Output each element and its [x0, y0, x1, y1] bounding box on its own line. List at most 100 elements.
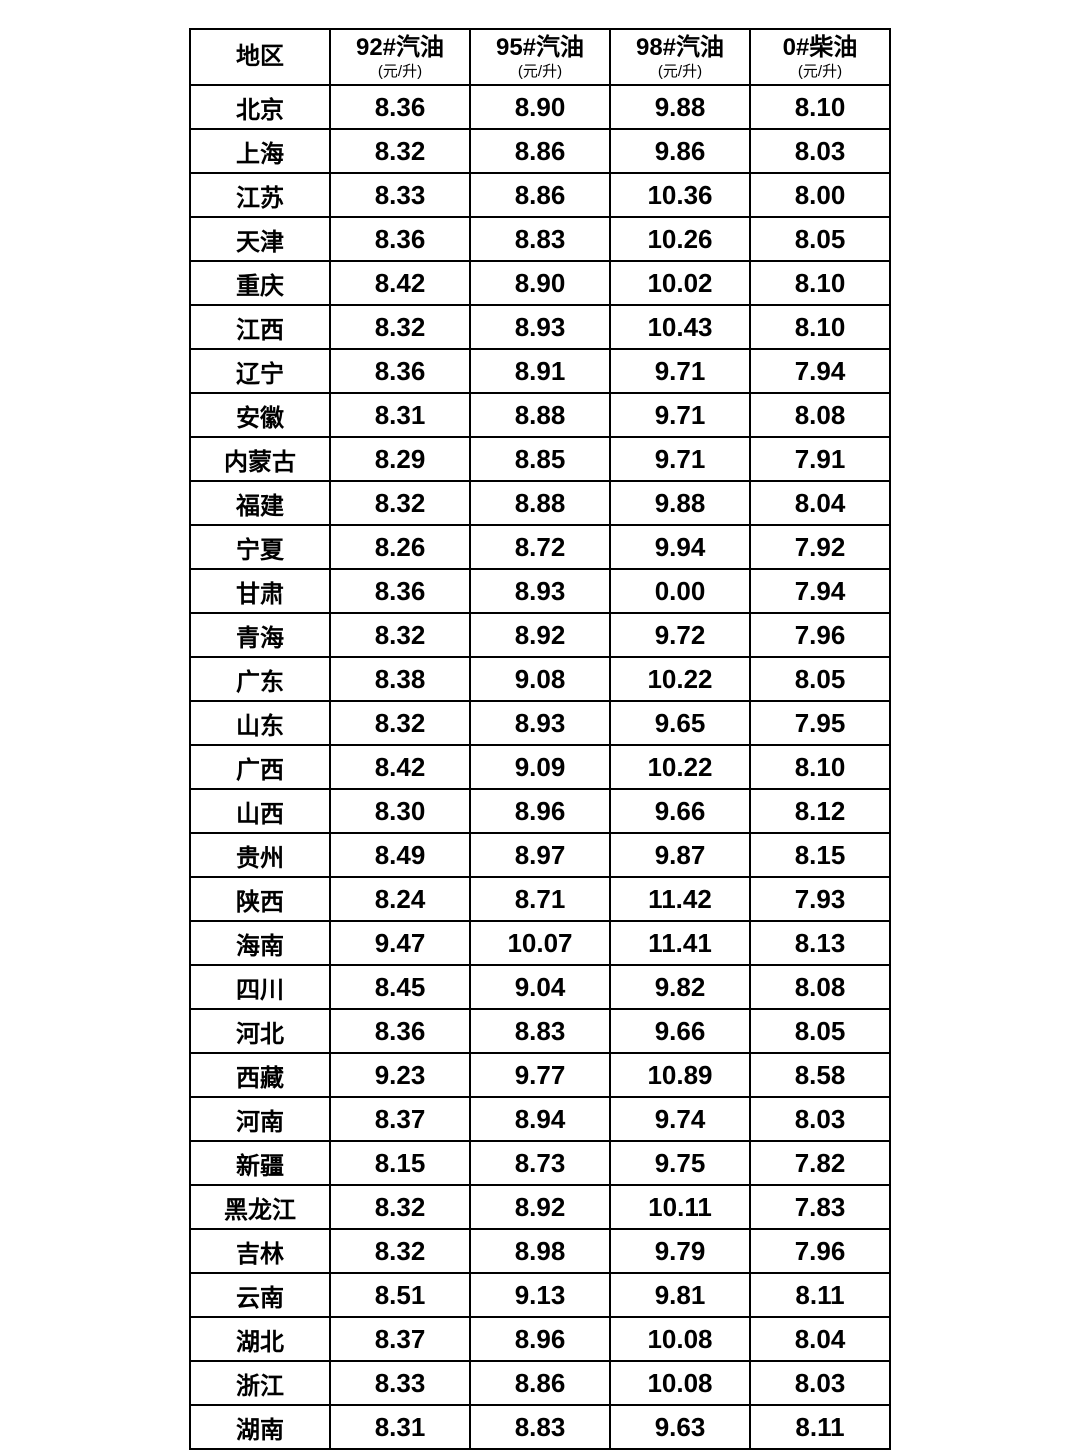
cell-v0: 8.58: [750, 1053, 890, 1097]
cell-v92: 8.37: [330, 1317, 470, 1361]
cell-v0: 7.96: [750, 613, 890, 657]
cell-region: 福建: [190, 481, 330, 525]
cell-v92: 8.31: [330, 393, 470, 437]
cell-v0: 7.94: [750, 569, 890, 613]
cell-region: 广东: [190, 657, 330, 701]
table-row: 四川8.459.049.828.08: [190, 965, 890, 1009]
cell-v92: 8.30: [330, 789, 470, 833]
cell-v95: 8.73: [470, 1141, 610, 1185]
cell-v0: 8.04: [750, 481, 890, 525]
cell-v95: 8.90: [470, 85, 610, 129]
cell-v98: 9.79: [610, 1229, 750, 1273]
cell-v92: 8.36: [330, 217, 470, 261]
cell-v95: 8.85: [470, 437, 610, 481]
cell-v95: 8.98: [470, 1229, 610, 1273]
cell-v0: 8.15: [750, 833, 890, 877]
fuel-price-table: 地区 92#汽油 (元/升) 95#汽油 (元/升) 98#汽油 (元/升) 0…: [189, 28, 891, 1450]
cell-v98: 9.65: [610, 701, 750, 745]
cell-v98: 10.02: [610, 261, 750, 305]
table-row: 安徽8.318.889.718.08: [190, 393, 890, 437]
cell-v95: 8.92: [470, 1185, 610, 1229]
header-row: 地区 92#汽油 (元/升) 95#汽油 (元/升) 98#汽油 (元/升) 0…: [190, 29, 890, 85]
cell-v98: 9.66: [610, 789, 750, 833]
cell-v98: 9.71: [610, 393, 750, 437]
table-row: 福建8.328.889.888.04: [190, 481, 890, 525]
cell-v98: 10.11: [610, 1185, 750, 1229]
col-header-98-main: 98#汽油: [611, 35, 749, 61]
cell-region: 内蒙古: [190, 437, 330, 481]
cell-v92: 8.26: [330, 525, 470, 569]
col-header-95-main: 95#汽油: [471, 35, 609, 61]
cell-v0: 8.11: [750, 1273, 890, 1317]
col-header-0: 0#柴油 (元/升): [750, 29, 890, 85]
cell-v98: 10.22: [610, 745, 750, 789]
cell-region: 上海: [190, 129, 330, 173]
cell-v0: 8.08: [750, 965, 890, 1009]
cell-v98: 9.88: [610, 481, 750, 525]
cell-v92: 8.32: [330, 613, 470, 657]
col-header-0-main: 0#柴油: [751, 35, 889, 61]
table-row: 新疆8.158.739.757.82: [190, 1141, 890, 1185]
cell-region: 河南: [190, 1097, 330, 1141]
table-row: 天津8.368.8310.268.05: [190, 217, 890, 261]
table-row: 江苏8.338.8610.368.00: [190, 173, 890, 217]
table-row: 广东8.389.0810.228.05: [190, 657, 890, 701]
cell-region: 海南: [190, 921, 330, 965]
col-header-92-main: 92#汽油: [331, 35, 469, 61]
table-row: 海南9.4710.0711.418.13: [190, 921, 890, 965]
cell-v98: 9.71: [610, 437, 750, 481]
cell-v98: 9.71: [610, 349, 750, 393]
cell-v0: 7.91: [750, 437, 890, 481]
cell-v95: 9.09: [470, 745, 610, 789]
cell-v0: 8.03: [750, 129, 890, 173]
cell-v0: 8.03: [750, 1361, 890, 1405]
cell-v92: 8.32: [330, 305, 470, 349]
table-row: 吉林8.328.989.797.96: [190, 1229, 890, 1273]
cell-v0: 8.11: [750, 1405, 890, 1449]
table-row: 宁夏8.268.729.947.92: [190, 525, 890, 569]
table-row: 西藏9.239.7710.898.58: [190, 1053, 890, 1097]
cell-v0: 8.03: [750, 1097, 890, 1141]
cell-v92: 8.29: [330, 437, 470, 481]
cell-v95: 8.83: [470, 1405, 610, 1449]
cell-v92: 8.36: [330, 1009, 470, 1053]
table-row: 青海8.328.929.727.96: [190, 613, 890, 657]
table-row: 贵州8.498.979.878.15: [190, 833, 890, 877]
table-row: 广西8.429.0910.228.10: [190, 745, 890, 789]
cell-v0: 7.83: [750, 1185, 890, 1229]
table-row: 湖北8.378.9610.088.04: [190, 1317, 890, 1361]
cell-v95: 8.91: [470, 349, 610, 393]
cell-v98: 10.36: [610, 173, 750, 217]
cell-v98: 11.41: [610, 921, 750, 965]
cell-v95: 8.83: [470, 217, 610, 261]
cell-region: 江苏: [190, 173, 330, 217]
cell-v92: 8.36: [330, 85, 470, 129]
col-header-98-sub: (元/升): [611, 64, 749, 79]
cell-v0: 7.96: [750, 1229, 890, 1273]
table-row: 辽宁8.368.919.717.94: [190, 349, 890, 393]
col-header-98: 98#汽油 (元/升): [610, 29, 750, 85]
cell-v95: 8.93: [470, 569, 610, 613]
cell-region: 江西: [190, 305, 330, 349]
cell-v95: 9.08: [470, 657, 610, 701]
cell-v92: 8.51: [330, 1273, 470, 1317]
cell-v95: 8.72: [470, 525, 610, 569]
table-body: 北京8.368.909.888.10上海8.328.869.868.03江苏8.…: [190, 85, 890, 1449]
cell-v98: 10.26: [610, 217, 750, 261]
table-row: 甘肃8.368.930.007.94: [190, 569, 890, 613]
cell-v95: 8.83: [470, 1009, 610, 1053]
col-header-95-sub: (元/升): [471, 64, 609, 79]
table-row: 江西8.328.9310.438.10: [190, 305, 890, 349]
cell-v95: 8.96: [470, 789, 610, 833]
cell-v0: 7.94: [750, 349, 890, 393]
cell-v98: 9.75: [610, 1141, 750, 1185]
cell-region: 湖南: [190, 1405, 330, 1449]
cell-region: 云南: [190, 1273, 330, 1317]
cell-region: 贵州: [190, 833, 330, 877]
cell-v0: 8.05: [750, 217, 890, 261]
cell-v0: 8.10: [750, 261, 890, 305]
cell-v0: 7.93: [750, 877, 890, 921]
cell-v95: 8.93: [470, 305, 610, 349]
cell-v98: 10.22: [610, 657, 750, 701]
col-header-92-sub: (元/升): [331, 64, 469, 79]
